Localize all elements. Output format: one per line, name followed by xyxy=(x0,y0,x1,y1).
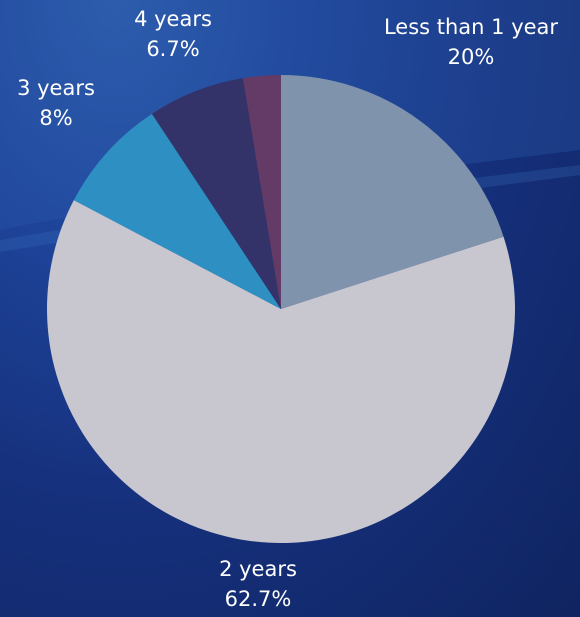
slice-name-less-than-1-year: Less than 1 year xyxy=(383,15,559,39)
pie-slice-4-years xyxy=(151,78,281,310)
slice-label-3-years: 3 years 8% xyxy=(17,73,95,133)
pie-slice-3-years xyxy=(73,113,281,309)
slice-value-less-than-1-year: 20% xyxy=(447,45,495,69)
slice-label-less-than-1-year: Less than 1 year 20% xyxy=(384,12,558,72)
slice-value-4-years: 6.7% xyxy=(146,37,200,61)
slice-label-4-years: 4 years 6.7% xyxy=(134,4,212,64)
slice-name-4-years: 4 years xyxy=(134,7,212,31)
slice-name-2-years: 2 years xyxy=(219,557,297,581)
pie-slice-2-years xyxy=(47,200,516,543)
slice-value-3-years: 8% xyxy=(39,106,73,130)
slice-value-2-years: 62.7% xyxy=(224,587,292,611)
pie-slice-other-4 xyxy=(242,75,281,309)
slice-name-3-years: 3 years xyxy=(17,76,95,100)
slice-label-2-years: 2 years 62.7% xyxy=(219,554,297,614)
pie-slice-less-than-1-year xyxy=(281,75,504,309)
